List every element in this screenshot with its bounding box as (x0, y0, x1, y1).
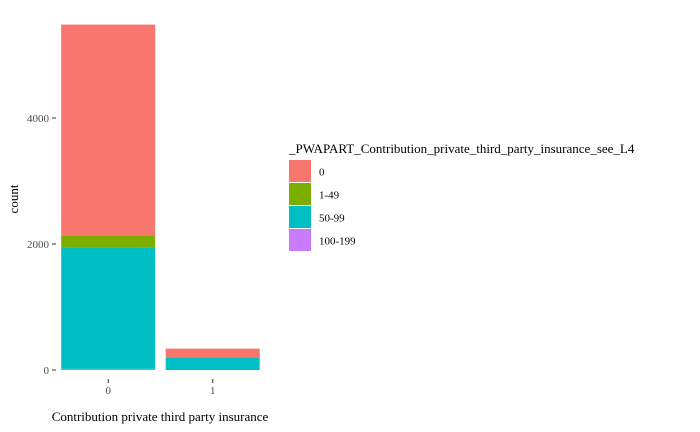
y-tick-label: 4000 (27, 113, 50, 125)
x-tick-label: 0 (106, 385, 112, 397)
x-axis-title: Contribution private third party insuran… (52, 409, 269, 424)
legend-label: 1-49 (319, 190, 340, 202)
legend-title: _PWAPART_Contribution_private_third_part… (288, 141, 635, 156)
legend-key (289, 206, 311, 228)
plot-area (61, 24, 260, 370)
bar-segment (61, 247, 156, 369)
bar-segment (165, 358, 260, 370)
legend-label: 0 (319, 167, 325, 179)
y-axis: 0 2000 4000 (27, 113, 56, 377)
legend: _PWAPART_Contribution_private_third_part… (288, 141, 635, 251)
legend-key (289, 229, 311, 251)
bar-segment (61, 368, 156, 370)
bar-segment (165, 348, 260, 358)
y-tick-label: 0 (44, 365, 50, 377)
legend-key (289, 183, 311, 205)
legend-label: 50-99 (319, 213, 345, 225)
x-tick-label: 1 (210, 385, 216, 397)
bar-segment (61, 24, 156, 236)
legend-key (289, 160, 311, 182)
y-tick-label: 2000 (27, 239, 50, 251)
bar-segment (61, 235, 156, 248)
y-axis-title: count (6, 184, 21, 213)
legend-label: 100-199 (319, 236, 356, 248)
